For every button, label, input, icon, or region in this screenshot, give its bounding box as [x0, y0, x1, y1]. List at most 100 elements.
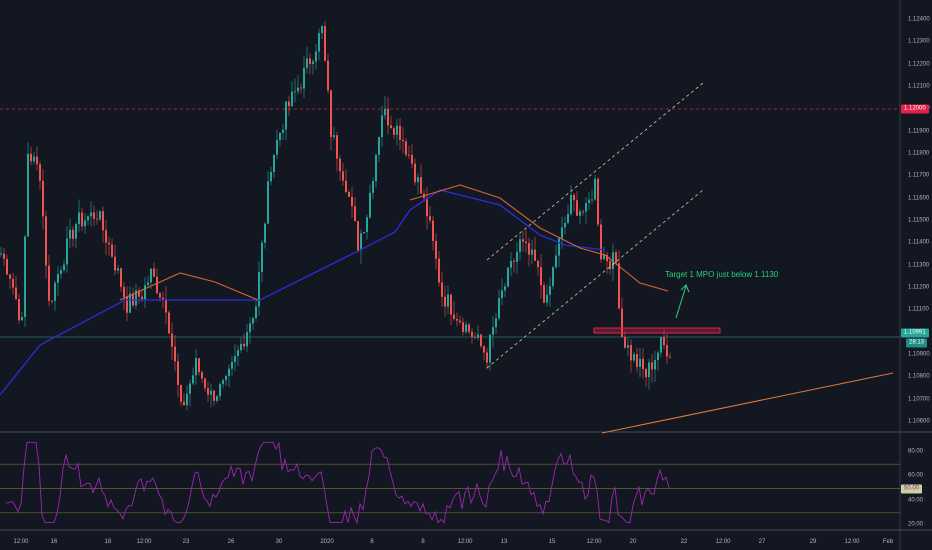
candle-body: [498, 298, 500, 319]
candle-body: [96, 218, 98, 220]
candle-body: [360, 233, 362, 251]
candle-body: [228, 368, 230, 376]
candle-body: [168, 312, 170, 334]
candle-body: [429, 216, 431, 221]
rsi-tick: 80.00: [908, 448, 924, 455]
candle-body: [177, 361, 179, 385]
candle-body: [393, 128, 395, 135]
candle-body: [396, 125, 398, 135]
candle-body: [210, 390, 212, 395]
price-tick: 1.10800: [908, 373, 930, 380]
time-tick: 16: [50, 539, 58, 545]
candle-body: [630, 345, 632, 361]
candle-body: [369, 192, 371, 218]
candle-body: [321, 26, 323, 34]
channel-upper-line: [486, 82, 704, 261]
candle-body: [459, 320, 461, 323]
candle-body: [99, 211, 101, 220]
candle-body: [312, 61, 314, 64]
candle-body: [651, 362, 653, 370]
rsi-tick: 40.00: [908, 497, 924, 504]
candle-body: [405, 141, 407, 155]
candle-body: [609, 261, 611, 270]
candle-body: [618, 263, 620, 309]
candle-body: [54, 282, 56, 301]
candle-body: [75, 224, 77, 239]
candle-body: [48, 265, 50, 301]
candle-body: [552, 267, 554, 287]
candle-body: [87, 216, 89, 221]
candle-body: [555, 255, 557, 268]
candle-body: [519, 239, 521, 252]
candle-body: [642, 358, 644, 370]
candle-body: [615, 252, 617, 264]
candle-body: [624, 336, 626, 348]
candle-body: [240, 343, 242, 351]
candle-body: [564, 222, 566, 228]
candle-body: [450, 294, 452, 315]
candle-body: [567, 213, 569, 223]
candle-body: [408, 154, 410, 156]
price-tick: 1.11300: [908, 262, 930, 269]
candle-body: [195, 358, 197, 376]
candle-body: [291, 91, 293, 107]
candle-body: [78, 212, 80, 225]
candle-body: [33, 156, 35, 162]
candle-body: [438, 258, 440, 283]
time-tick: 12:00: [715, 539, 731, 545]
candle-body: [510, 260, 512, 268]
candle-body: [354, 206, 356, 222]
target-arrow-icon: [675, 285, 687, 319]
candle-body: [576, 200, 578, 216]
candle-body: [432, 220, 434, 241]
candle-body: [150, 268, 152, 283]
candle-body: [414, 163, 416, 183]
candle-body: [102, 211, 104, 231]
price-tick: 1.10900: [908, 351, 930, 358]
price-tick: 1.12200: [908, 61, 930, 68]
candle-body: [636, 354, 638, 367]
candle-body: [591, 199, 593, 201]
candle-body: [225, 375, 227, 381]
candle-body: [27, 153, 29, 237]
candle-body: [18, 298, 20, 321]
candle-body: [147, 282, 149, 286]
candle-body: [84, 220, 86, 227]
candle-body: [342, 171, 344, 181]
candle-body: [255, 306, 257, 319]
candle-body: [375, 154, 377, 182]
candle-body: [60, 270, 62, 275]
candle-body: [198, 358, 200, 373]
candle-body: [465, 324, 467, 332]
candle-body: [222, 380, 224, 385]
candle-body: [156, 276, 158, 294]
candle-body: [417, 177, 419, 183]
candle-body: [489, 334, 491, 363]
candle-body: [411, 154, 413, 164]
time-tick: 26: [227, 539, 235, 545]
candle-body: [549, 286, 551, 295]
price-tick: 1.10700: [908, 396, 930, 403]
candle-body: [492, 327, 494, 335]
resistance-zone: [593, 327, 721, 334]
price-tick: 1.11700: [908, 172, 930, 179]
candle-body: [471, 331, 473, 338]
candle-body: [309, 58, 311, 64]
price-tick: 1.11800: [908, 150, 930, 157]
candle-body: [273, 154, 275, 172]
slow-moving-average: [0, 189, 606, 396]
candle-body: [189, 383, 191, 394]
candle-body: [669, 356, 671, 358]
candle-body: [126, 297, 128, 313]
time-tick: 22: [680, 539, 688, 545]
time-tick: 12:00: [586, 539, 602, 545]
candle-body: [183, 401, 185, 406]
time-tick: 2020: [320, 539, 334, 545]
candle-body: [522, 239, 524, 242]
candle-body: [474, 337, 476, 338]
time-tick: 8: [421, 539, 425, 545]
candle-body: [441, 282, 443, 297]
candle-body: [546, 294, 548, 303]
candle-body: [453, 314, 455, 319]
